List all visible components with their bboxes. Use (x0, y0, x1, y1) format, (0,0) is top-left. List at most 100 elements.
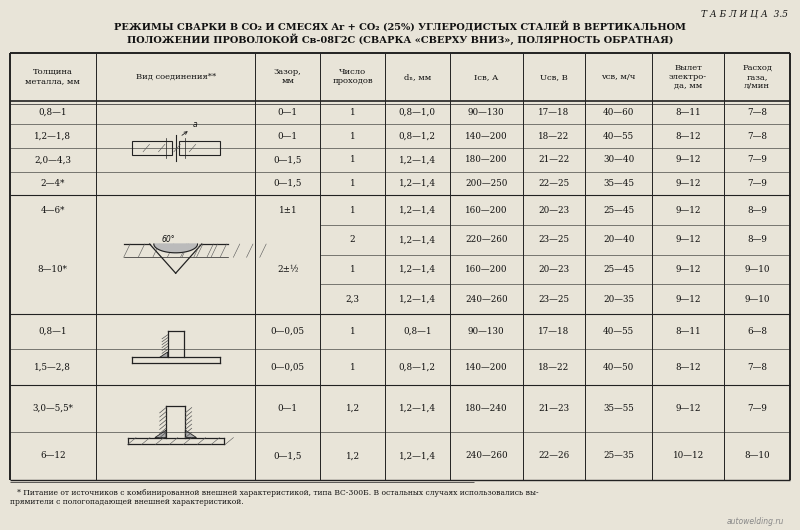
Text: 1: 1 (350, 265, 355, 274)
Text: 60°: 60° (161, 235, 174, 244)
Text: 9—12: 9—12 (675, 404, 701, 413)
Text: 1,2—1,4: 1,2—1,4 (398, 452, 436, 461)
Text: 20—23: 20—23 (538, 265, 570, 274)
Text: 90—130: 90—130 (468, 108, 505, 117)
Text: 1: 1 (350, 206, 355, 215)
Text: Uсв, В: Uсв, В (540, 73, 568, 81)
Text: Зазор,
мм: Зазор, мм (274, 68, 302, 85)
Text: 40—55: 40—55 (603, 327, 634, 336)
Text: 1,2: 1,2 (346, 452, 360, 461)
Text: 1,2—1,4: 1,2—1,4 (398, 265, 436, 274)
Text: 0—1: 0—1 (278, 132, 298, 141)
Text: 40—50: 40—50 (603, 363, 634, 372)
Text: * Питание от источников с комбинированной внешней характеристикой, типа ВС-300Б.: * Питание от источников с комбинированно… (10, 489, 538, 506)
Text: 140—200: 140—200 (465, 363, 507, 372)
Text: 25—45: 25—45 (603, 265, 634, 274)
Text: 35—55: 35—55 (603, 404, 634, 413)
Text: 2,0—4,3: 2,0—4,3 (34, 155, 71, 164)
Text: 160—200: 160—200 (465, 265, 507, 274)
Text: 140—200: 140—200 (465, 132, 507, 141)
Text: 20—23: 20—23 (538, 206, 570, 215)
Text: 0—0,05: 0—0,05 (271, 327, 305, 336)
Text: 0,8—1: 0,8—1 (403, 327, 431, 336)
Text: 2: 2 (350, 235, 355, 244)
Text: 8—9: 8—9 (747, 206, 767, 215)
Text: 40—60: 40—60 (603, 108, 634, 117)
Text: 1,2—1,4: 1,2—1,4 (398, 235, 436, 244)
Polygon shape (155, 430, 166, 438)
Text: dₙ, мм: dₙ, мм (404, 73, 431, 81)
Text: 9—12: 9—12 (675, 179, 701, 188)
Text: 9—12: 9—12 (675, 265, 701, 274)
Text: 8—11: 8—11 (675, 108, 701, 117)
Text: 30—40: 30—40 (603, 155, 634, 164)
Text: 9—10: 9—10 (745, 265, 770, 274)
Text: 180—200: 180—200 (465, 155, 507, 164)
Text: 6—12: 6—12 (40, 452, 66, 461)
Text: 0,8—1,2: 0,8—1,2 (398, 363, 436, 372)
Text: 25—35: 25—35 (603, 452, 634, 461)
Text: 23—25: 23—25 (538, 295, 570, 304)
Text: 2,3: 2,3 (346, 295, 359, 304)
Text: Вылет
электро-
да, мм: Вылет электро- да, мм (669, 64, 707, 90)
Text: Расход
газа,
л/мин: Расход газа, л/мин (742, 64, 772, 90)
Text: 21—23: 21—23 (538, 404, 570, 413)
Text: 8—10*: 8—10* (38, 265, 68, 274)
Text: 3,0—5,5*: 3,0—5,5* (32, 404, 73, 413)
Text: 9—12: 9—12 (675, 295, 701, 304)
Text: 160—200: 160—200 (465, 206, 507, 215)
Text: a: a (193, 120, 197, 129)
Text: 1: 1 (350, 327, 355, 336)
Text: 1: 1 (350, 179, 355, 188)
Text: 6—8: 6—8 (747, 327, 767, 336)
Text: 22—26: 22—26 (538, 452, 570, 461)
Text: 180—240: 180—240 (465, 404, 507, 413)
Text: 0,8—1: 0,8—1 (38, 327, 67, 336)
Text: 7—9: 7—9 (747, 155, 767, 164)
Text: 10—12: 10—12 (673, 452, 704, 461)
Text: 8—10: 8—10 (744, 452, 770, 461)
Text: 18—22: 18—22 (538, 363, 570, 372)
Text: 0—0,05: 0—0,05 (271, 363, 305, 372)
Text: 0,8—1: 0,8—1 (38, 108, 67, 117)
Polygon shape (160, 352, 168, 357)
Text: 0,8—1,0: 0,8—1,0 (398, 108, 436, 117)
Text: 1: 1 (350, 132, 355, 141)
Text: 4—6*: 4—6* (41, 206, 65, 215)
Text: 200—250: 200—250 (465, 179, 507, 188)
Text: 1,2—1,4: 1,2—1,4 (398, 155, 436, 164)
Text: 20—35: 20—35 (603, 295, 634, 304)
Text: 0,8—1,2: 0,8—1,2 (398, 132, 436, 141)
Text: 1: 1 (350, 108, 355, 117)
Text: 1,2—1,4: 1,2—1,4 (398, 404, 436, 413)
Text: 240—260: 240—260 (465, 452, 507, 461)
Text: 7—8: 7—8 (747, 108, 767, 117)
Text: 1,2: 1,2 (346, 404, 360, 413)
Text: 20—40: 20—40 (603, 235, 634, 244)
Text: 220—260: 220—260 (465, 235, 507, 244)
Text: 23—25: 23—25 (538, 235, 570, 244)
Text: 1: 1 (350, 363, 355, 372)
Text: 0—1: 0—1 (278, 108, 298, 117)
Text: РЕЖИМЫ СВАРКИ В CO₂ И СМЕСЯХ Ar + CO₂ (25%) УГЛЕРОДИСТЫХ СТАЛЕЙ В ВЕРТИКАЛЬНОМ: РЕЖИМЫ СВАРКИ В CO₂ И СМЕСЯХ Ar + CO₂ (2… (114, 21, 686, 32)
Text: ПОЛОЖЕНИИ ПРОВОЛОКОЙ Св-08Г2С (СВАРКА «СВЕРХУ ВНИЗ», ПОЛЯРНОСТЬ ОБРАТНАЯ): ПОЛОЖЕНИИ ПРОВОЛОКОЙ Св-08Г2С (СВАРКА «С… (127, 34, 673, 46)
Text: autowelding.ru: autowelding.ru (726, 517, 784, 526)
Text: 9—12: 9—12 (675, 235, 701, 244)
Text: 8—12: 8—12 (675, 363, 701, 372)
Polygon shape (186, 430, 197, 438)
Text: 1,5—2,8: 1,5—2,8 (34, 363, 71, 372)
Text: 9—12: 9—12 (675, 206, 701, 215)
Text: 1,2—1,4: 1,2—1,4 (398, 206, 436, 215)
Text: 22—25: 22—25 (538, 179, 570, 188)
Text: 17—18: 17—18 (538, 108, 570, 117)
Text: 1±1: 1±1 (278, 206, 297, 215)
Text: Число
проходов: Число проходов (332, 68, 373, 85)
Text: 21—22: 21—22 (538, 155, 570, 164)
Text: Толщина
металла, мм: Толщина металла, мм (26, 68, 80, 85)
Text: 2±½: 2±½ (277, 265, 298, 274)
Text: 0—1: 0—1 (278, 404, 298, 413)
Text: Вид соединения**: Вид соединения** (135, 73, 216, 81)
Text: 40—55: 40—55 (603, 132, 634, 141)
Text: 1: 1 (350, 155, 355, 164)
Text: 7—9: 7—9 (747, 179, 767, 188)
